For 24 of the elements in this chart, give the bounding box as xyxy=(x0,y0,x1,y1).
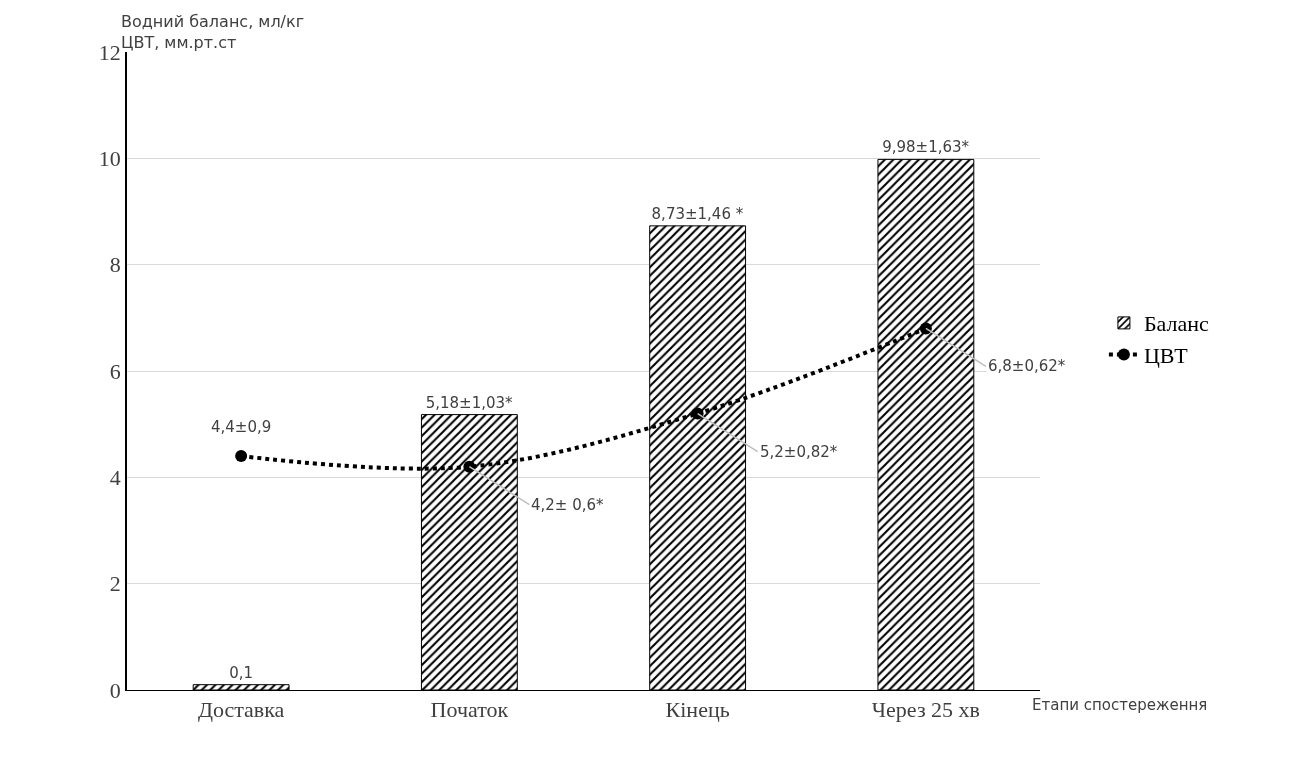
y-tick-label: 6 xyxy=(109,358,121,384)
legend-label: ЦВТ xyxy=(1143,343,1189,369)
y-axis-title: Водний баланс, мл/кг ЦВТ, мм.рт.ст xyxy=(121,12,305,52)
data-label: 5,18±1,03* xyxy=(425,393,514,412)
data-label: 0,1 xyxy=(229,663,254,682)
y-tick-label: 4 xyxy=(109,465,121,491)
x-tick-label: Доставка xyxy=(197,697,285,723)
data-label: 9,98±1,63* xyxy=(882,138,970,157)
y-tick-label: 10 xyxy=(98,146,121,172)
y-tick-label: 2 xyxy=(109,571,121,597)
y-tick-label: 0 xyxy=(109,677,121,703)
x-tick-label: Через 25 хв xyxy=(871,697,980,723)
x-axis-title: Етапи спостереження xyxy=(1032,696,1208,714)
x-tick-label: Кінець xyxy=(665,697,730,723)
y-tick-label: 12 xyxy=(98,39,121,65)
point xyxy=(235,450,248,463)
data-label: 6,8±0,62* xyxy=(988,357,1066,375)
text: Баланс xyxy=(1143,311,1210,337)
data-label: 4,4±0,9 xyxy=(211,418,272,436)
data-label: 4,2± 0,6* xyxy=(531,496,605,514)
y-tick-label: 8 xyxy=(109,252,121,278)
x-tick-label: Початок xyxy=(430,697,509,723)
data-label: 8,73±1,46 * xyxy=(651,204,744,223)
data-label: 5,2±0,82* xyxy=(760,443,838,461)
